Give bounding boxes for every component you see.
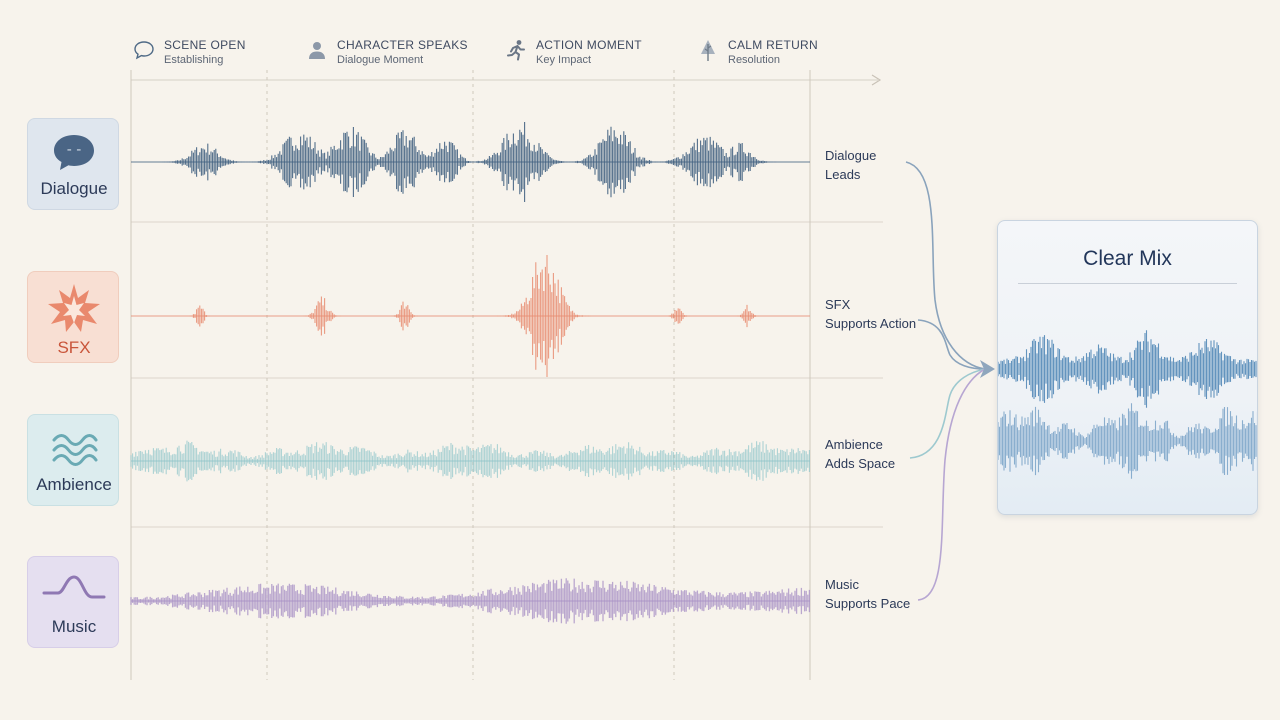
track-name: SFX — [57, 338, 91, 357]
burst-icon — [48, 284, 100, 332]
role-line: Adds Space — [825, 456, 896, 471]
role-label-music: Music Supports Pace — [825, 575, 910, 613]
marker-subtitle: Key Impact — [536, 54, 592, 66]
track-card-dialogue[interactable]: - - Dialogue — [27, 118, 119, 210]
person-icon — [309, 42, 325, 59]
role-line: Supports Pace — [825, 596, 911, 611]
speech-bubble-icon: - - — [54, 135, 94, 170]
role-line: Supports Action — [825, 316, 917, 331]
svg-text:- -: - - — [67, 142, 82, 158]
speech-bubble-icon — [134, 41, 154, 60]
mix-waveform — [998, 330, 1257, 479]
role-line: Leads — [825, 167, 861, 182]
marker-subtitle: Dialogue Moment — [337, 54, 424, 66]
track-name: Dialogue — [40, 179, 108, 198]
tree-icon — [701, 40, 715, 61]
timeline-grid — [130, 70, 883, 680]
role-line: SFX — [825, 297, 851, 312]
marker-subtitle: Resolution — [728, 54, 780, 66]
curve-icon — [42, 575, 106, 599]
track-name: Ambience — [36, 475, 112, 494]
role-line: Music — [825, 577, 859, 592]
waveform-layer — [130, 122, 811, 624]
clear-mix-panel: Clear Mix — [997, 220, 1258, 515]
role-line: Ambience — [825, 437, 883, 452]
connector-lines — [905, 161, 995, 601]
marker-title: CALM RETURN — [728, 38, 818, 52]
track-card-sfx[interactable]: SFX — [27, 271, 119, 363]
track-name: Music — [51, 617, 97, 636]
marker-title: ACTION MOMENT — [536, 38, 642, 52]
running-figure-icon — [507, 40, 525, 61]
marker-title: SCENE OPEN — [164, 38, 246, 52]
role-label-ambience: Ambience Adds Space — [825, 435, 895, 473]
track-card-ambience[interactable]: Ambience — [27, 414, 119, 506]
mix-title: Clear Mix — [1083, 247, 1172, 270]
role-line: Dialogue — [825, 148, 877, 163]
role-label-dialogue: Dialogue Leads — [825, 146, 876, 184]
marker-title: CHARACTER SPEAKS — [337, 38, 468, 52]
mix-divider — [1018, 283, 1237, 284]
marker-subtitle: Establishing — [164, 54, 224, 66]
waves-icon — [52, 434, 98, 466]
track-card-music[interactable]: Music — [27, 556, 119, 648]
role-label-sfx: SFX Supports Action — [825, 295, 916, 333]
